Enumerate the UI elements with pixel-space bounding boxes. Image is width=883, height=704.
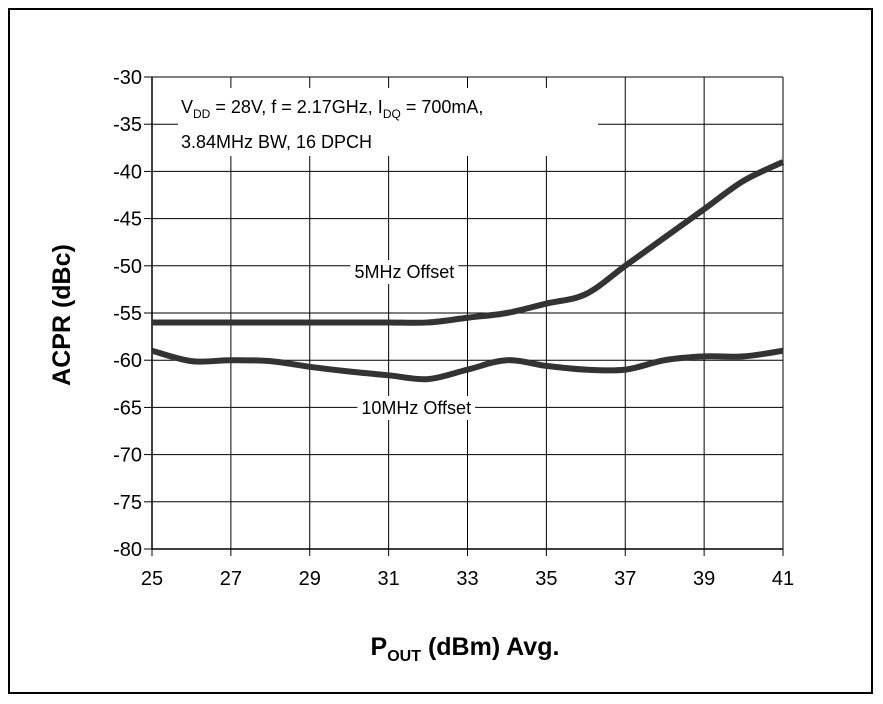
y-tick-labels: -30 -35 -40 -45 -50 -55 -60 -65 -70 -75 -80 (113, 67, 142, 561)
series-label-background (350, 260, 459, 285)
x-tick-label: 29 (299, 568, 321, 590)
x-tick-label: 37 (614, 568, 636, 590)
series-group (151, 159, 785, 383)
x-tick-label: 41 (772, 568, 794, 590)
x-tick-label: 39 (693, 568, 715, 590)
y-tick-label: -30 (113, 67, 142, 89)
series-line-5mhz-offset (152, 159, 785, 326)
y-axis-title: ACPR (dBc) (48, 244, 76, 386)
y-tick-label: -70 (113, 445, 142, 467)
series-label-10mhz: 10MHz Offset (361, 398, 471, 418)
x-tick-label: 35 (535, 568, 557, 590)
y-tick-label: -55 (113, 303, 142, 325)
conditions-background (178, 88, 598, 156)
x-tick-label: 27 (220, 568, 242, 590)
x-axis-title: POUT (dBm) Avg. (371, 633, 560, 665)
y-tick-label: -50 (113, 256, 142, 278)
x-tick-labels: 25 27 29 31 33 35 37 39 41 (141, 568, 794, 590)
x-tick-label: 25 (141, 568, 163, 590)
conditions-line-2: 3.84MHz BW, 16 DPCH (181, 132, 372, 152)
y-tick-label: -60 (113, 350, 142, 372)
series-line-10mhz-offset (151, 347, 784, 383)
y-tick-label: -65 (113, 397, 142, 419)
y-tick-label: -80 (113, 539, 142, 561)
x-tick-label: 33 (456, 568, 478, 590)
y-tick-label: -45 (113, 209, 142, 231)
y-tick-label: -35 (113, 114, 142, 136)
conditions-line-1: VDD = 28V, f = 2.17GHz, IDQ = 700mA, (181, 97, 483, 121)
x-tick-label: 31 (378, 568, 400, 590)
y-tick-label: -40 (113, 161, 142, 183)
series-label-5mhz: 5MHz Offset (355, 262, 455, 282)
y-tick-label: -75 (113, 492, 142, 514)
series-label-background (357, 396, 476, 421)
